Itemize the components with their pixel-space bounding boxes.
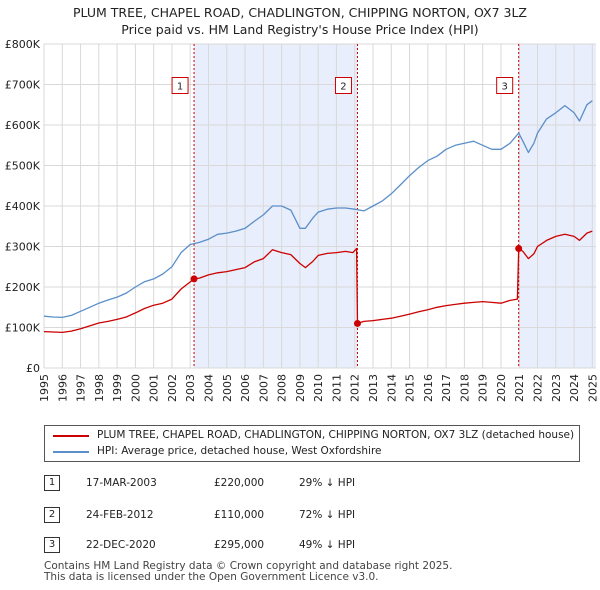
footer-copyright: Contains HM Land Registry data © Crown c… bbox=[44, 560, 453, 572]
transaction-date: 24-FEB-2012 bbox=[86, 509, 154, 521]
x-tick-label: 2000 bbox=[129, 374, 142, 402]
transaction-row: 2 24-FEB-2012 £110,000 72% ↓ HPI bbox=[44, 504, 584, 526]
transaction-marker-box bbox=[496, 77, 514, 94]
footer-licence: This data is licensed under the Open Gov… bbox=[44, 571, 379, 583]
x-tick-label: 2002 bbox=[166, 374, 179, 402]
x-tick-label: 1999 bbox=[111, 374, 124, 402]
x-tick-label: 2006 bbox=[239, 374, 252, 402]
x-tick-label: 2007 bbox=[257, 374, 270, 402]
legend-label-property: PLUM TREE, CHAPEL ROAD, CHADLINGTON, CHI… bbox=[97, 429, 575, 441]
transaction-marker-label: 3 bbox=[501, 82, 507, 93]
x-tick-label: 2021 bbox=[513, 374, 526, 402]
x-tick-label: 2008 bbox=[276, 374, 289, 402]
transaction-number: 3 bbox=[44, 537, 60, 553]
chart-title: PLUM TREE, CHAPEL ROAD, CHADLINGTON, CHI… bbox=[73, 5, 527, 20]
price-chart: 1 2 3 £0 £100K £200K £300K £400K £500K £600K £700K… bbox=[5, 38, 600, 402]
transaction-row: 3 22-DEC-2020 £295,000 49% ↓ HPI bbox=[44, 534, 584, 556]
x-tick-label: 2022 bbox=[532, 374, 545, 402]
x-tick-label: 2025 bbox=[586, 374, 599, 402]
y-tick-label: £800K bbox=[5, 38, 41, 51]
transaction-date: 17-MAR-2003 bbox=[86, 477, 157, 489]
legend-swatch-hpi bbox=[53, 451, 89, 453]
transaction-hpi-diff: 29% ↓ HPI bbox=[299, 477, 356, 489]
x-tick-label: 2003 bbox=[184, 374, 197, 402]
transaction-marker-label: 2 bbox=[340, 82, 346, 93]
x-tick-label: 2011 bbox=[330, 374, 343, 402]
x-tick-label: 2009 bbox=[294, 374, 307, 402]
x-tick-label: 2018 bbox=[458, 374, 471, 402]
x-tick-label: 2001 bbox=[148, 374, 161, 402]
y-tick-label: £500K bbox=[5, 160, 41, 173]
x-tick-label: 1995 bbox=[38, 374, 51, 402]
transaction-marker-label: 1 bbox=[177, 82, 183, 93]
x-tick-label: 2024 bbox=[568, 374, 581, 402]
x-tick-label: 2015 bbox=[404, 374, 417, 402]
chart-legend: PLUM TREE, CHAPEL ROAD, CHADLINGTON, CHI… bbox=[44, 425, 580, 462]
transaction-marker-box bbox=[334, 77, 352, 94]
x-tick-label: 2019 bbox=[477, 374, 490, 402]
x-tick-label: 2017 bbox=[440, 374, 453, 402]
y-tick-label: £700K bbox=[5, 79, 41, 92]
legend-swatch-property bbox=[53, 435, 89, 437]
transaction-price: £295,000 bbox=[214, 539, 265, 551]
x-tick-label: 2010 bbox=[312, 374, 325, 402]
y-tick-label: £300K bbox=[5, 241, 41, 254]
transaction-point bbox=[353, 319, 361, 327]
transaction-number: 1 bbox=[44, 475, 60, 491]
y-tick-label: £400K bbox=[5, 200, 41, 213]
series-line-property bbox=[43, 230, 593, 334]
x-tick-label: 2014 bbox=[385, 374, 398, 402]
transaction-point bbox=[190, 275, 198, 283]
x-tick-label: 2023 bbox=[550, 374, 563, 402]
transaction-number: 2 bbox=[44, 507, 60, 523]
transaction-price: £110,000 bbox=[214, 509, 265, 521]
y-tick-label: £0 bbox=[26, 362, 40, 375]
x-tick-label: 2004 bbox=[203, 374, 216, 402]
x-tick-label: 2020 bbox=[495, 374, 508, 402]
series-line-hpi bbox=[43, 100, 593, 319]
x-tick-label: 1996 bbox=[56, 374, 69, 402]
transaction-date: 22-DEC-2020 bbox=[86, 539, 156, 551]
x-tick-label: 2013 bbox=[367, 374, 380, 402]
transaction-marker-box bbox=[171, 77, 189, 94]
legend-label-hpi: HPI: Average price, detached house, West… bbox=[97, 445, 382, 457]
x-tick-label: 2012 bbox=[349, 374, 362, 402]
x-tick-label: 1997 bbox=[75, 374, 88, 402]
chart-subtitle: Price paid vs. HM Land Registry's House … bbox=[121, 22, 479, 37]
y-tick-label: £100K bbox=[5, 322, 41, 335]
transaction-price: £220,000 bbox=[214, 477, 265, 489]
transaction-row: 1 17-MAR-2003 £220,000 29% ↓ HPI bbox=[44, 472, 584, 494]
x-tick-label: 2005 bbox=[221, 374, 234, 402]
x-tick-label: 1998 bbox=[93, 374, 106, 402]
x-tick-label: 2016 bbox=[422, 374, 435, 402]
y-tick-label: £600K bbox=[5, 119, 41, 132]
transaction-hpi-diff: 49% ↓ HPI bbox=[299, 539, 356, 551]
y-tick-label: £200K bbox=[5, 281, 41, 294]
transaction-point bbox=[515, 245, 523, 253]
transaction-hpi-diff: 72% ↓ HPI bbox=[299, 509, 356, 521]
